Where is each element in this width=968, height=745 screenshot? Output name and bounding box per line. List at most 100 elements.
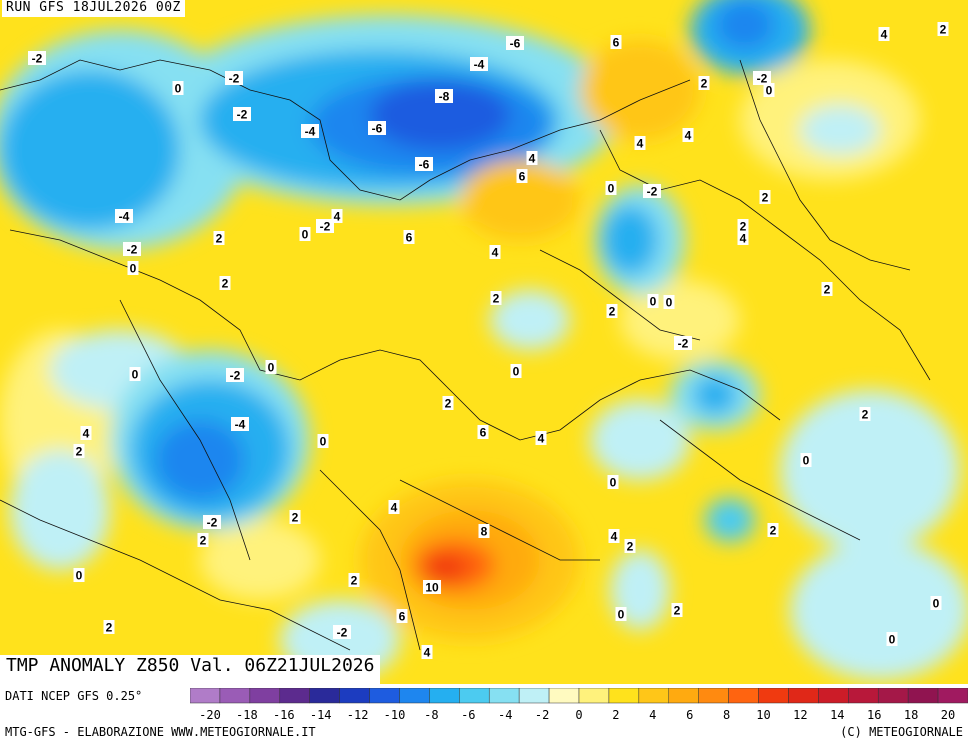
map-label-bg [821,282,833,296]
map-value-label: 4 [529,152,536,166]
map-value-label: -2 [647,185,658,199]
map-label-bg [299,227,311,241]
map-value-label: 2 [493,292,500,306]
map-label-bg [608,529,620,543]
legend-tick-label: 18 [904,708,918,722]
legend-swatch [608,688,640,704]
map-value-label: 6 [519,170,526,184]
map-label-bg [624,539,636,553]
map-value-label: 2 [609,305,616,319]
map-value-label: -2 [237,108,248,122]
map-value-label: 0 [132,368,139,382]
map-value-label: 0 [76,569,83,583]
map-label-bg [316,219,334,233]
map-value-label: -4 [235,418,246,432]
map-label-bg [172,81,184,95]
map-label-bg [663,295,675,309]
map-label-bg [197,533,209,547]
map-value-label: -2 [337,626,348,640]
legend-swatch [429,688,460,704]
map-label-bg [368,121,386,135]
legend-swatch [638,688,670,704]
map-value-label: 4 [611,530,618,544]
map-label-bg [634,136,646,150]
map-label-bg [698,76,710,90]
map-value-label: 2 [200,534,207,548]
legend-swatch [877,688,909,704]
map-value-label: 0 [803,454,810,468]
map-label-bg [490,291,502,305]
map-value-label: 4 [391,501,398,515]
map-label-bg [606,304,618,318]
color-scale-legend: -20 -18 -16 -14 -12 -10 -8 -6 -4 -2 0 2 4 6 8 10 12 14 16 1… [190,688,968,722]
legend-swatch [249,688,281,704]
legend-tick-label: 6 [686,708,693,722]
anomaly-field [0,0,968,680]
legend-swatch [668,688,699,704]
map-label-bg [423,580,441,594]
map-value-label: 2 [824,283,831,297]
map-label-bg [231,417,249,431]
map-value-label: -2 [757,72,768,86]
map-label-bg [737,231,749,245]
map-label-bg [127,261,139,275]
map-value-label: 2 [740,220,747,234]
map-label-bg [759,190,771,204]
map-value-label: 4 [492,246,499,260]
map-value-label: 0 [268,361,275,375]
legend-tick-label: 10 [756,708,770,722]
map-label-bg [225,71,243,85]
map-label-bg [203,515,221,529]
map-value-label: 2 [627,540,634,554]
map-label-bg [506,36,524,50]
map-label-bg [115,209,133,223]
legend-swatch [488,688,520,704]
map-label-bg [233,107,251,121]
map-label-bg [682,128,694,142]
data-source-label: DATI NCEP GFS 0.25° [5,689,143,703]
map-label-bg [643,184,661,198]
map-label-bg [435,89,453,103]
map-value-label: -2 [229,72,240,86]
legend-tick-label: 8 [723,708,730,722]
map-value-label: 2 [216,232,223,246]
map-label-bg [516,169,528,183]
map-value-label: 0 [766,84,773,98]
map-label-bg [333,625,351,639]
map-value-label: 0 [933,597,940,611]
run-label: RUN GFS 18JUL2026 00Z [2,0,185,17]
map-value-label: -4 [305,125,316,139]
legend-tick-label: 14 [830,708,844,722]
legend-tick-label: 4 [649,708,656,722]
map-value-label: 2 [222,277,229,291]
map-label-bg [396,609,408,623]
map-value-label: 4 [740,232,747,246]
map-value-label: 4 [424,646,431,660]
map-value-label: 4 [334,210,341,224]
legend-tick-label: -2 [535,708,549,722]
map-value-label: 10 [425,581,439,595]
map-value-label: 4 [685,129,692,143]
map-label-bg [674,336,692,350]
map-value-label: -8 [439,90,450,104]
legend-tick-label: 0 [575,708,582,722]
map-value-label: 0 [513,365,520,379]
map-label-bg [73,444,85,458]
map-label-bg [930,596,942,610]
map-value-label: 0 [175,82,182,96]
map-value-label: 4 [881,28,888,42]
map-label-bg [753,71,771,85]
map-label-bg [767,523,779,537]
footer: DATI NCEP GFS 0.25° -20 -18 -16 -14 -12 -10 -8… [0,684,968,745]
legend-tick-label: 16 [867,708,881,722]
legend-swatch [907,688,939,704]
legend-swatch [937,688,968,704]
map-label-bg [671,603,683,617]
map-value-label: -2 [207,516,218,530]
map-label-bg [535,431,547,445]
map-value-label: 2 [445,397,452,411]
legend-swatch [698,688,729,704]
map-label-bg [415,157,433,171]
credit-right: (C) METEOGIORNALE [840,725,963,739]
